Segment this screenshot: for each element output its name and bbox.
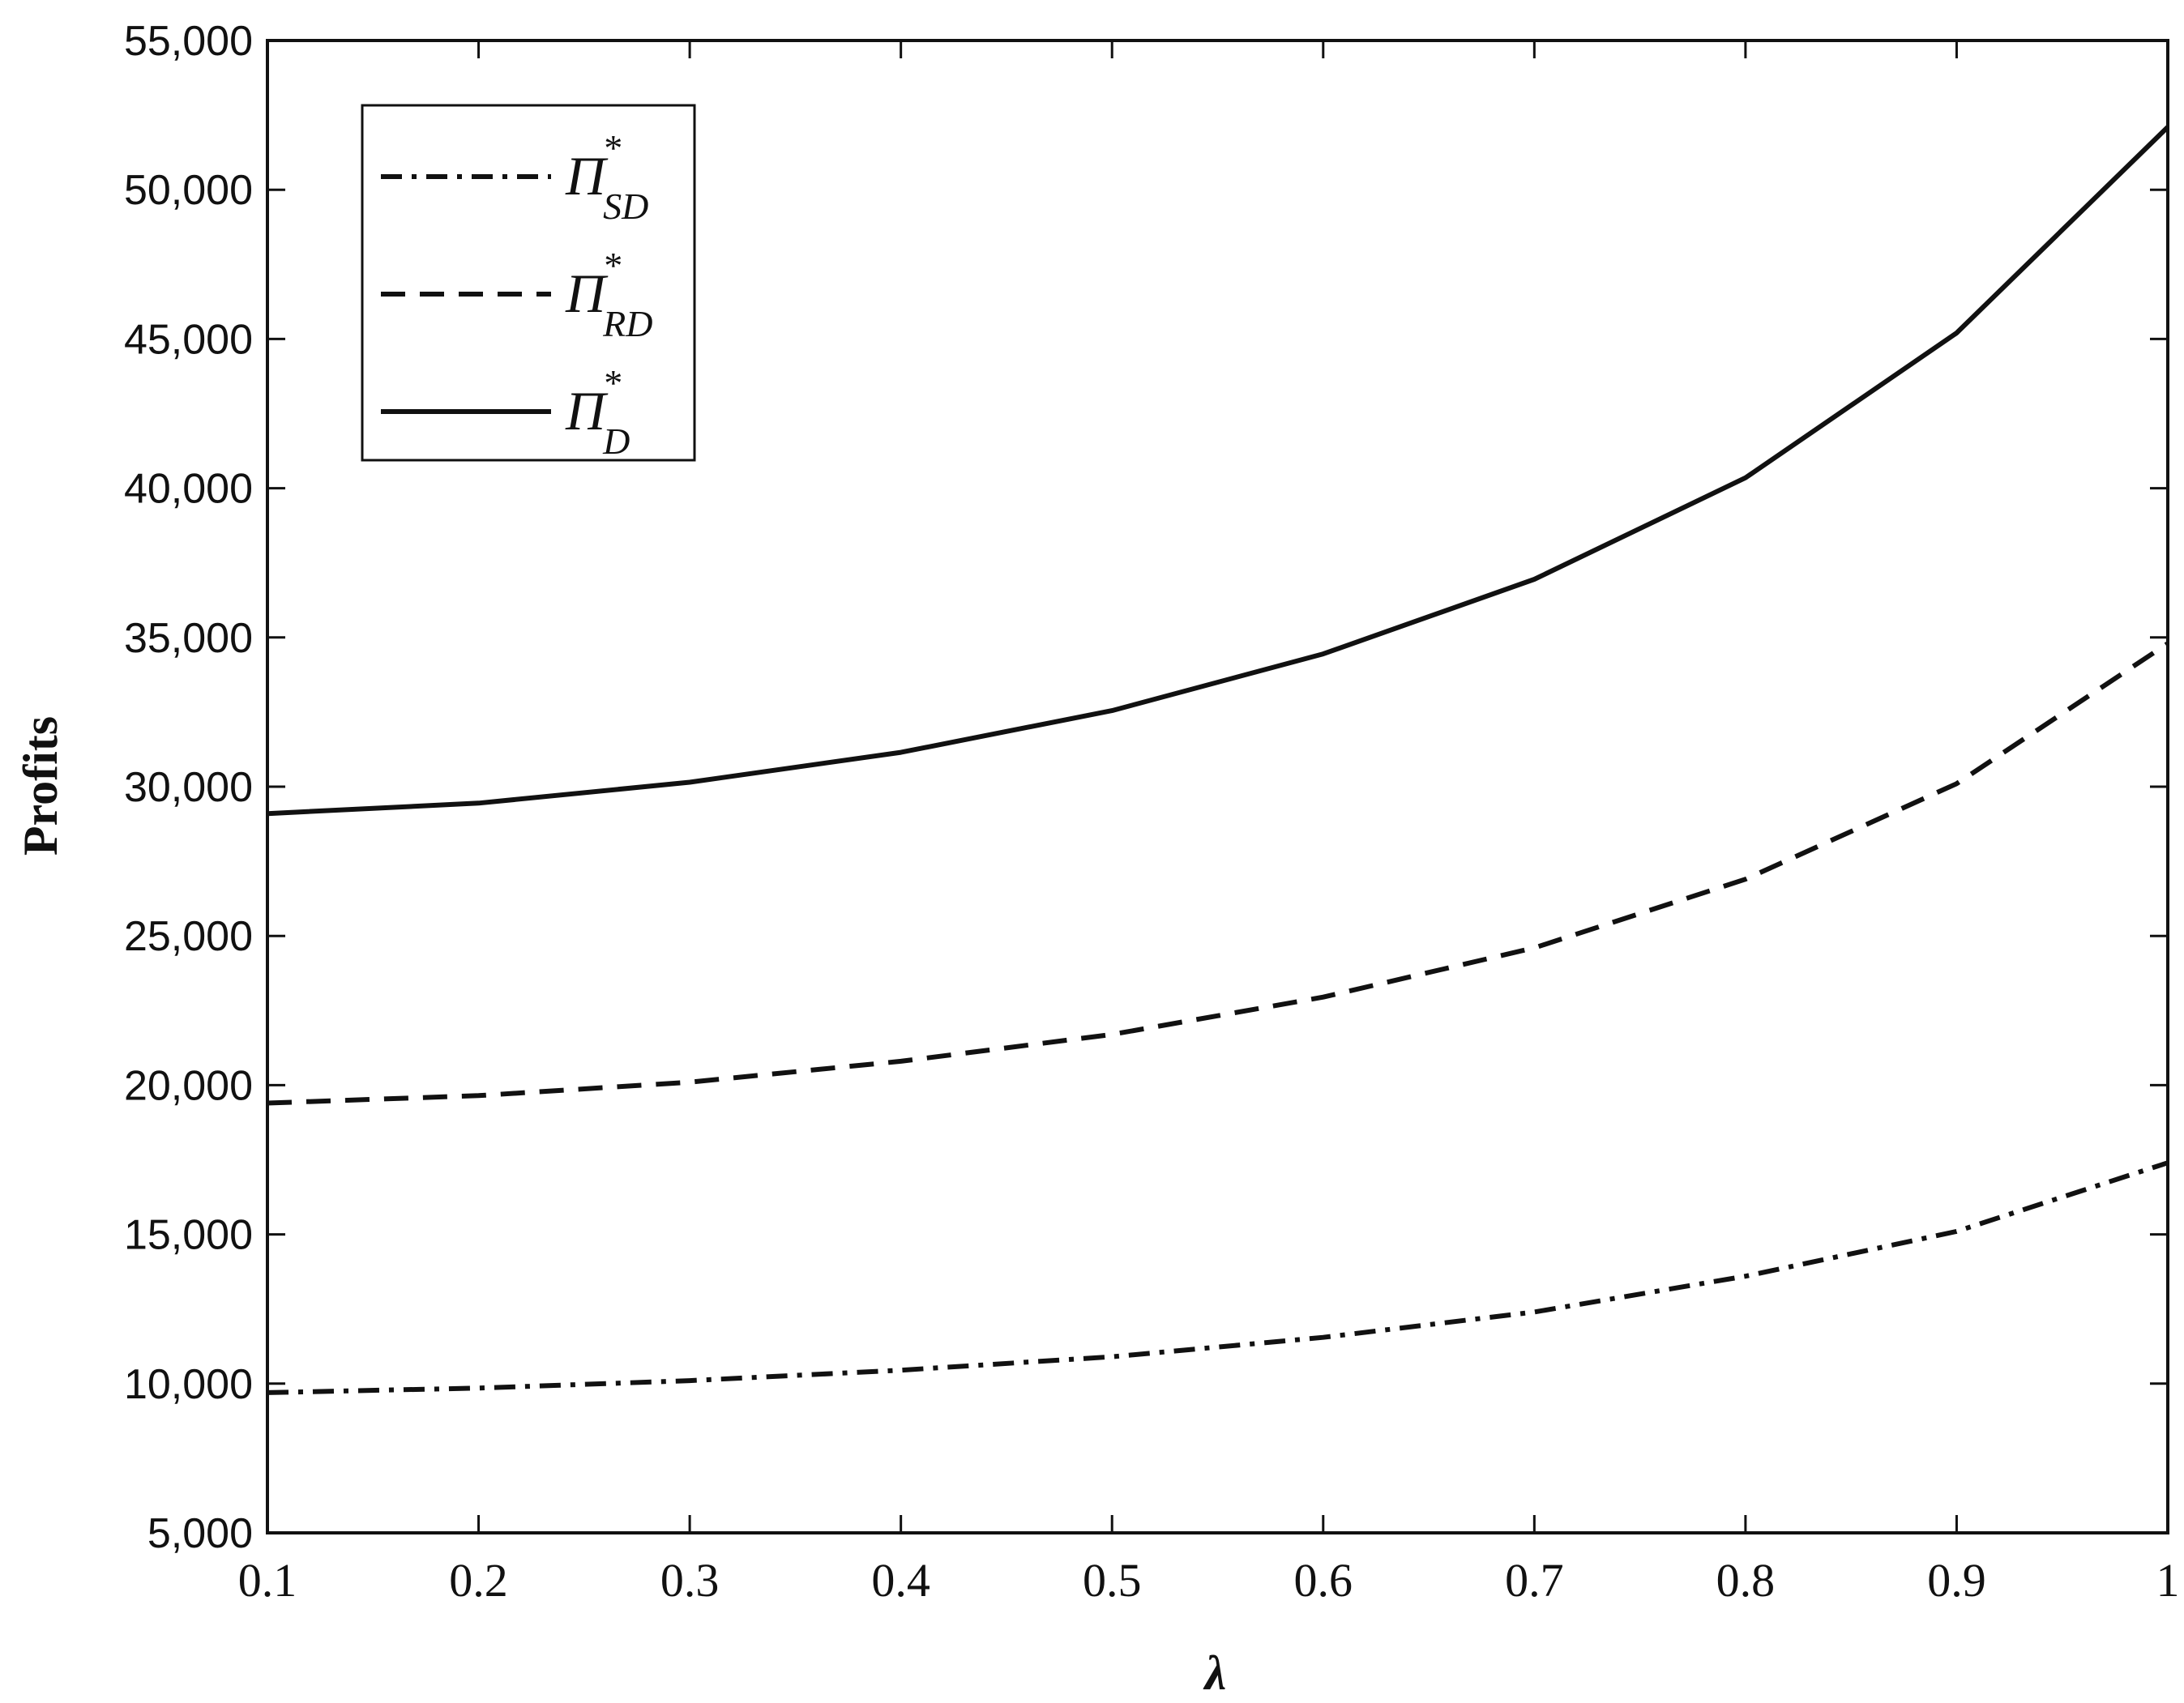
y-tick-label: 20,000 (124, 1062, 253, 1109)
x-tick-label: 0.5 (1083, 1554, 1142, 1607)
legend-box (361, 104, 696, 462)
y-tick-label: 35,000 (124, 615, 253, 662)
y-tick-label: 40,000 (124, 466, 253, 513)
x-axis-title: λ (1203, 1646, 1227, 1700)
x-tick-label: 0.3 (660, 1554, 720, 1607)
y-tick-label: 15,000 (124, 1212, 253, 1259)
y-tick-label: 25,000 (124, 913, 253, 960)
y-axis-title: Profits (14, 716, 67, 856)
y-tick-label: 55,000 (124, 18, 253, 65)
x-tick-label: 0.1 (238, 1554, 297, 1607)
series-line-rd (267, 641, 2169, 1106)
series-line-sd (267, 1160, 2169, 1395)
legend: Π* SD Π* RD Π* D (361, 104, 696, 462)
x-tick-label: 0.6 (1294, 1554, 1353, 1607)
y-tick-label: 45,000 (124, 316, 253, 363)
y-tick-label: 50,000 (124, 167, 253, 214)
legend-label-d: Π* D (565, 362, 630, 462)
x-tick-label: 1 (2156, 1554, 2180, 1607)
legend-label-rd: Π* RD (565, 245, 652, 344)
y-tick-label: 5,000 (147, 1510, 253, 1557)
axis-tick-labels: 0.1 0.2 0.3 0.4 0.5 0.6 0.7 0.8 0.9 15,00010,0001… (124, 18, 2180, 1607)
y-tick-label: 10,000 (124, 1361, 253, 1408)
legend-label-sd: Π* SD (565, 127, 648, 227)
series-layer (267, 125, 2170, 1395)
x-tick-label: 0.8 (1716, 1554, 1776, 1607)
x-tick-label: 0.7 (1505, 1554, 1564, 1607)
x-tick-label: 0.9 (1927, 1554, 1986, 1607)
y-tick-label: 30,000 (124, 764, 253, 811)
axis-ticks (266, 39, 2169, 1534)
series-line-d (267, 125, 2170, 817)
x-tick-label: 0.4 (871, 1554, 930, 1607)
x-tick-label: 0.2 (449, 1554, 508, 1607)
